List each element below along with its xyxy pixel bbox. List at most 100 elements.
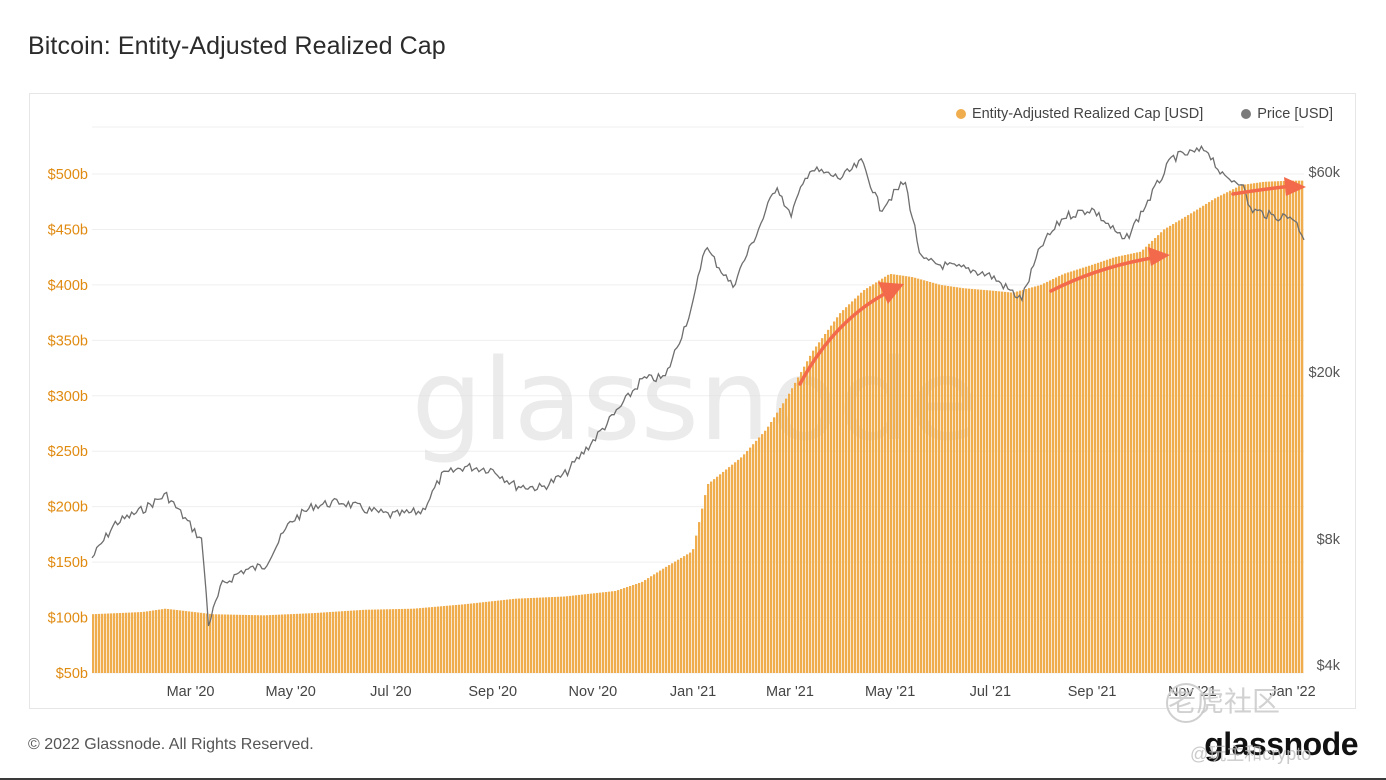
community-watermark: 老虎社区 — [1168, 686, 1281, 717]
realized-cap-bar — [1253, 183, 1256, 673]
realized-cap-bar — [1286, 180, 1289, 673]
right-axis-tick-label: $4k — [1317, 658, 1341, 674]
realized-cap-bar — [137, 612, 140, 673]
arrow-up-2021-head — [878, 282, 904, 304]
realized-cap-bar — [935, 283, 938, 673]
realized-cap-bar — [1037, 285, 1040, 673]
realized-cap-bar — [809, 355, 812, 673]
realized-cap-bar — [710, 481, 713, 673]
realized-cap-bar — [1265, 181, 1268, 673]
realized-cap-bar — [461, 604, 464, 673]
realized-cap-bar — [407, 608, 410, 673]
realized-cap-bar — [1163, 229, 1166, 673]
realized-cap-bar — [119, 612, 122, 673]
realized-cap-bar — [716, 476, 719, 673]
realized-cap-bar — [764, 430, 767, 673]
realized-cap-bar — [1256, 182, 1259, 673]
legend-item-price[interactable]: Price [USD] — [1241, 106, 1333, 122]
realized-cap-bar — [197, 612, 200, 673]
glassnode-logo: glassnode — [1204, 726, 1358, 762]
realized-cap-bar — [740, 457, 743, 673]
realized-cap-bar — [1016, 291, 1019, 673]
realized-cap-bar — [725, 469, 728, 673]
realized-cap-bar — [890, 274, 893, 673]
realized-cap-bars — [92, 180, 1304, 674]
realized-cap-bar — [218, 614, 221, 673]
realized-cap-bar — [1280, 181, 1283, 673]
realized-cap-bar — [1061, 274, 1064, 673]
realized-cap-bar — [395, 609, 398, 673]
realized-cap-bar — [257, 615, 260, 673]
realized-cap-bar — [794, 382, 797, 673]
realized-cap-bar — [428, 607, 431, 673]
realized-cap-bar — [926, 281, 929, 673]
realized-cap-bar — [1178, 220, 1181, 673]
realized-cap-bar — [206, 613, 209, 673]
legend-item-realized-cap[interactable]: Entity-Adjusted Realized Cap [USD] — [955, 106, 1203, 122]
realized-cap-bar — [1241, 184, 1244, 673]
left-axis: $50b $100b $150b $200b $250b $300b $350b $400b $… — [48, 167, 88, 682]
realized-cap-bar — [476, 602, 479, 673]
realized-cap-bar — [413, 608, 416, 673]
realized-cap-bar — [1127, 254, 1130, 673]
realized-cap-bar — [254, 615, 257, 673]
realized-cap-bar — [377, 609, 380, 673]
realized-cap-bar — [1001, 291, 1004, 673]
realized-cap-bar — [797, 377, 800, 673]
realized-cap-bar — [584, 594, 587, 673]
realized-cap-bar — [1112, 257, 1115, 673]
realized-cap-bar — [437, 606, 440, 673]
left-axis-tick-label: $250b — [48, 444, 88, 460]
realized-cap-bar — [776, 412, 779, 673]
realized-cap-bar — [1226, 192, 1229, 673]
realized-cap-bar — [626, 587, 629, 673]
realized-cap-bar — [947, 285, 950, 673]
realized-cap-bar — [1097, 262, 1100, 673]
realized-cap-bar — [125, 612, 128, 673]
realized-cap-bar — [581, 594, 584, 673]
realized-cap-bar — [620, 589, 623, 673]
realized-cap-bar — [683, 556, 686, 673]
realized-cap-bar — [164, 608, 167, 673]
realized-cap-bar — [1052, 278, 1055, 673]
realized-cap-bar — [263, 615, 266, 673]
realized-cap-bar — [95, 614, 98, 673]
realized-cap-bar — [692, 549, 695, 673]
realized-cap-bar — [401, 608, 404, 673]
realized-cap-bar — [755, 440, 758, 673]
realized-cap-bar — [152, 610, 155, 673]
realized-cap-bar — [110, 613, 113, 673]
realized-cap-bar — [302, 613, 305, 673]
realized-cap-bar — [941, 285, 944, 673]
realized-cap-bar — [968, 288, 971, 673]
realized-cap-bar — [518, 598, 521, 673]
realized-cap-bar — [368, 609, 371, 673]
realized-cap-bar — [653, 574, 656, 673]
realized-cap-bar — [374, 609, 377, 673]
realized-cap-bar — [560, 596, 563, 673]
realized-cap-bar — [1031, 287, 1034, 673]
realized-cap-bar — [545, 597, 548, 673]
realized-cap-bar — [938, 284, 941, 673]
left-axis-tick-label: $300b — [48, 389, 88, 405]
realized-cap-bar — [863, 290, 866, 673]
realized-cap-bar — [299, 613, 302, 673]
realized-cap-bar — [311, 613, 314, 673]
realized-cap-bar — [341, 611, 344, 673]
right-axis-tick-label: $60k — [1309, 165, 1341, 181]
realized-cap-bar — [485, 601, 488, 673]
realized-cap-bar — [827, 329, 830, 673]
realized-cap-bar — [278, 614, 281, 673]
realized-cap-bar — [434, 606, 437, 673]
realized-cap-bar — [824, 333, 827, 673]
realized-cap-bar — [914, 277, 917, 673]
realized-cap-bar — [650, 576, 653, 673]
realized-cap-bar — [1181, 218, 1184, 673]
realized-cap-bar — [1142, 249, 1145, 674]
realized-cap-bar — [134, 612, 137, 673]
realized-cap-bar — [524, 598, 527, 673]
realized-cap-bar — [350, 610, 353, 673]
realized-cap-bar — [956, 287, 959, 673]
realized-cap-bar — [290, 614, 293, 673]
realized-cap-bar — [587, 593, 590, 673]
